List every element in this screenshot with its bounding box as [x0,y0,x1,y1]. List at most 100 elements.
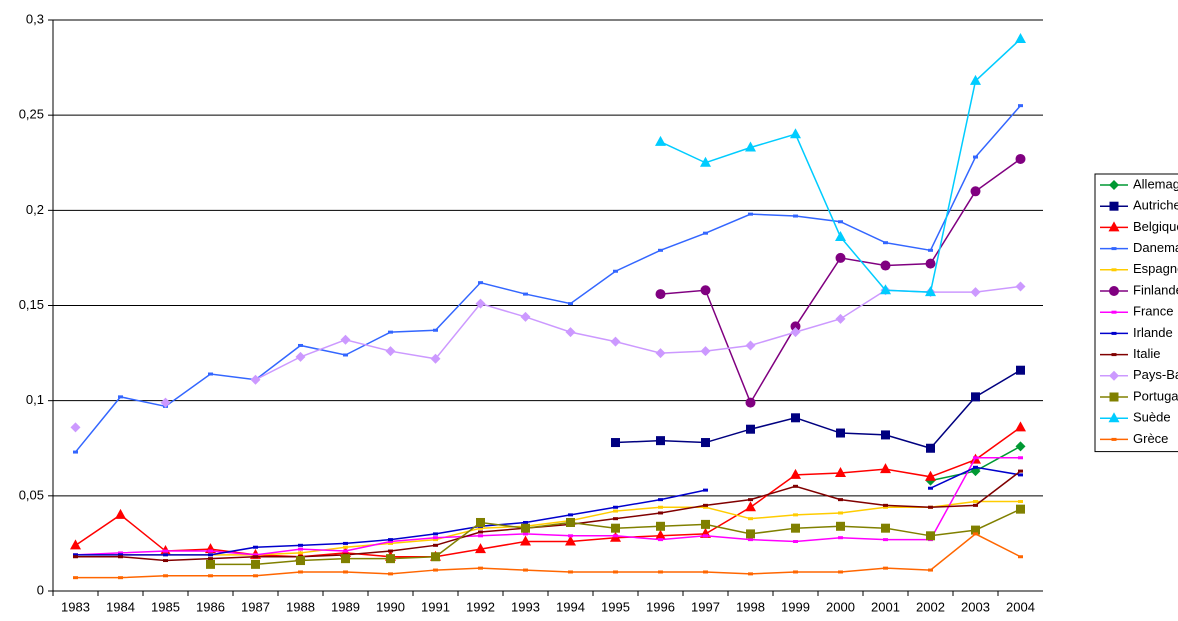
marker [748,212,753,216]
x-tick-label: 1991 [421,599,450,614]
marker [70,422,81,433]
x-tick-label: 1998 [736,599,765,614]
x-tick-label: 2001 [871,599,900,614]
series-line [75,500,1021,556]
marker [790,327,801,338]
marker [253,555,258,559]
marker [298,543,303,547]
marker [1015,441,1026,452]
marker [1108,412,1120,423]
marker [613,269,618,273]
marker [160,397,171,408]
marker [520,311,531,322]
legend-label: Portugal [1133,388,1178,403]
marker [568,302,573,306]
x-tick-label: 1992 [466,599,495,614]
marker [433,568,438,572]
x-tick-label: 1996 [646,599,675,614]
marker [163,559,168,563]
marker [790,128,801,139]
marker [253,574,258,578]
series-line [255,285,1021,381]
marker [118,555,123,559]
marker [970,287,981,298]
marker [388,330,393,334]
marker [433,328,438,332]
marker [118,551,123,555]
marker [523,532,528,536]
marker [163,549,168,553]
marker [881,523,890,533]
marker [115,508,126,519]
y-tick-label: 0,3 [26,11,44,26]
marker [655,348,666,359]
marker [655,289,666,300]
marker [658,498,663,502]
marker [838,498,843,502]
marker [790,321,801,332]
marker [1016,365,1025,375]
marker [1015,153,1026,164]
marker [746,529,755,539]
marker [613,509,618,513]
marker [1015,281,1026,292]
marker [703,534,708,538]
marker [613,505,618,509]
marker [791,523,800,533]
marker [700,346,711,357]
marker [656,436,665,446]
marker [835,230,846,241]
legend-label: Danemark [1133,240,1178,255]
marker [523,568,528,572]
marker [1018,104,1023,108]
marker [835,466,846,477]
x-tick-label: 1984 [106,599,135,614]
marker [745,141,756,152]
x-tick-label: 2003 [961,599,990,614]
x-tick-label: 1987 [241,599,270,614]
legend-label: Autriche [1133,198,1178,213]
marker [658,570,663,574]
marker [296,556,305,566]
marker [700,156,711,167]
marker [703,503,708,507]
marker [476,517,485,527]
marker [925,470,936,481]
marker [388,540,393,544]
marker [613,570,618,574]
series-line [75,457,1021,556]
marker [343,545,348,549]
x-tick-label: 1995 [601,599,630,614]
x-tick-label: 1988 [286,599,315,614]
x-tick-label: 1983 [61,599,90,614]
marker [793,570,798,574]
marker [748,517,753,521]
marker [656,521,665,531]
marker [926,531,935,541]
legend-label: Irlande [1133,325,1173,340]
marker [1016,504,1025,514]
marker [385,346,396,357]
marker [835,252,846,263]
marker [478,526,483,530]
marker [475,298,486,309]
marker [343,549,348,553]
marker [973,456,978,460]
marker [793,214,798,218]
series-line [75,426,1021,558]
marker [928,486,933,490]
marker [1109,201,1119,211]
legend-label: Allemagne [1133,176,1178,191]
marker [701,519,710,529]
marker [703,505,708,509]
marker [745,397,756,408]
legend-label: France [1133,304,1173,319]
marker [838,511,843,515]
marker [925,286,936,297]
marker [973,532,978,536]
legend-label: Finlande [1133,282,1178,297]
marker [748,538,753,542]
marker [701,438,710,448]
marker [208,574,213,578]
marker [386,554,395,564]
